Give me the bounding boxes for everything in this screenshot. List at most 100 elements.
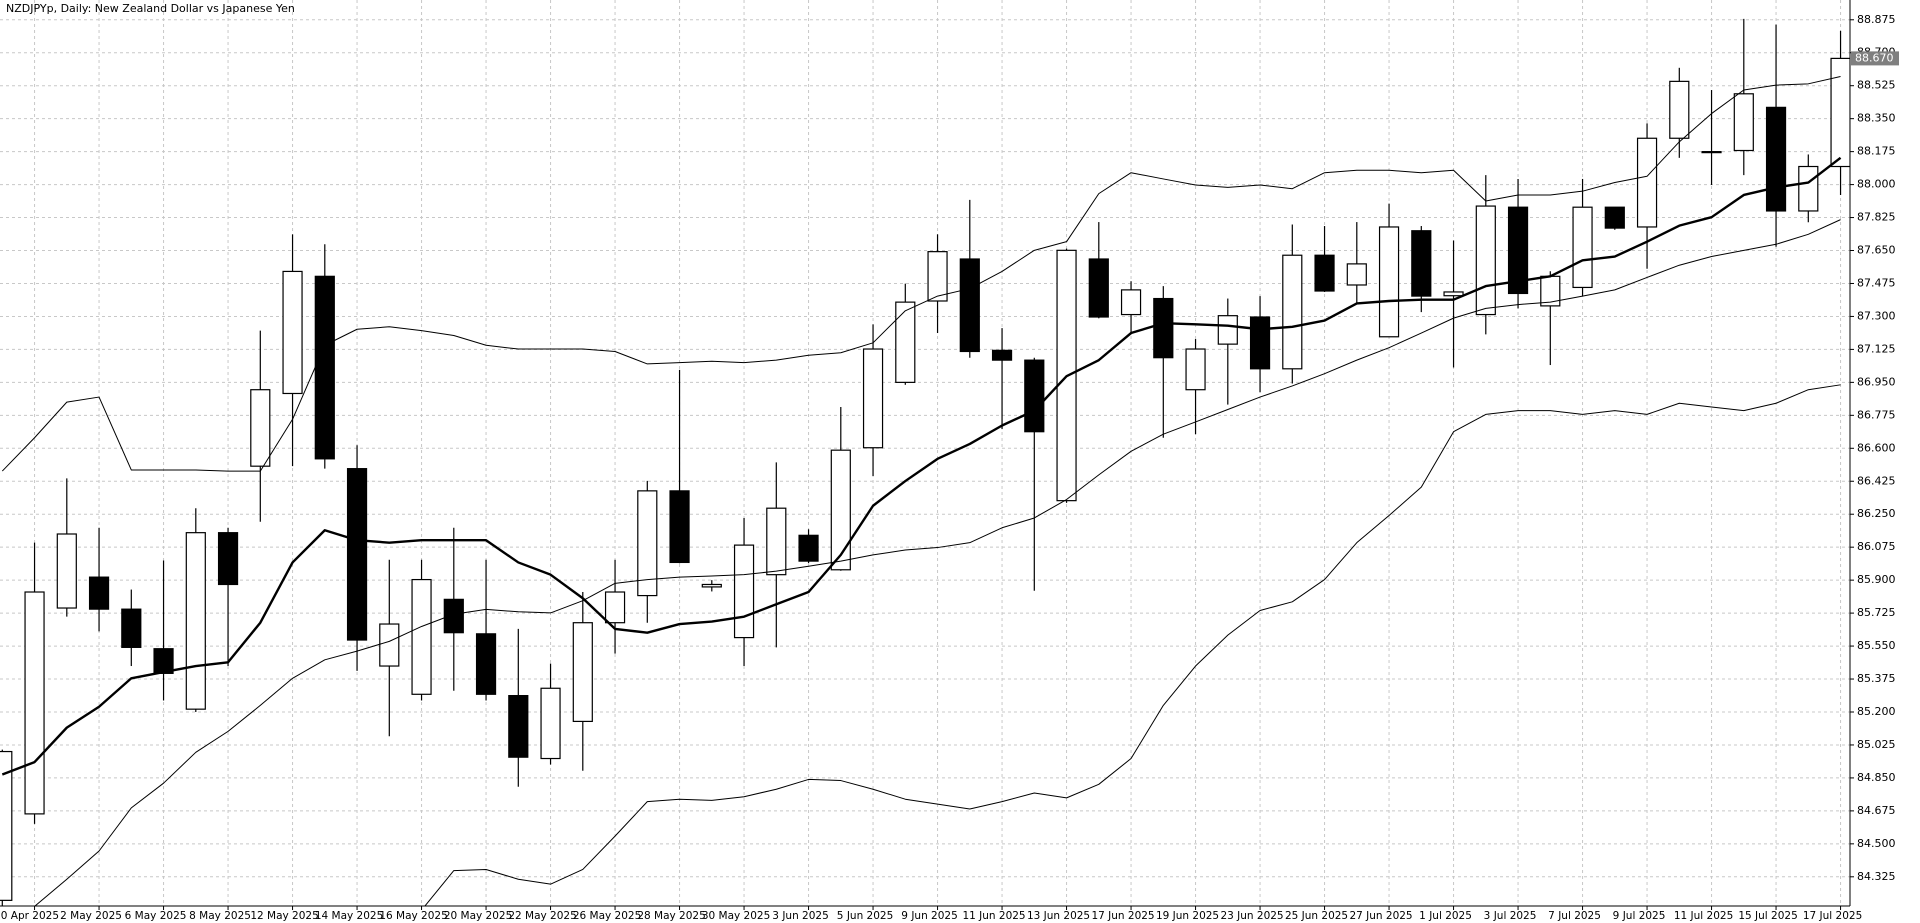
candle-body: [411, 578, 432, 695]
y-tick-label: 87.300: [1857, 309, 1896, 322]
x-tick-label: 30 Apr 2025: [0, 910, 59, 922]
candle-body: [1314, 254, 1335, 292]
candle-body: [1378, 226, 1400, 338]
candle-body: [1024, 359, 1045, 433]
candle-body: [959, 258, 980, 353]
candle-body: [1346, 263, 1367, 286]
y-tick-label: 84.500: [1857, 837, 1896, 850]
x-tick-label: 23 Jun 2025: [1220, 910, 1283, 922]
candle-body: [1572, 206, 1593, 289]
x-tick-label: 9 Jun 2025: [901, 910, 957, 922]
candle-body: [830, 449, 851, 571]
x-tick-label: 26 May 2025: [573, 910, 641, 922]
candle-body: [1798, 165, 1819, 212]
candle-body: [121, 608, 142, 648]
candle-body: [1604, 206, 1625, 229]
x-tick-label: 8 May 2025: [189, 910, 251, 922]
y-tick-label: 85.025: [1857, 738, 1896, 751]
candle-body: [1830, 57, 1850, 168]
indicator-line: [424, 384, 1841, 906]
x-tick-label: 17 Jul 2025: [1803, 910, 1862, 922]
y-tick-label: 87.125: [1857, 342, 1896, 355]
x-tick-label: 5 Jun 2025: [837, 910, 893, 922]
x-tick-label: 1 Jul 2025: [1419, 910, 1472, 922]
candle-body: [540, 687, 561, 760]
candle-body: [1249, 316, 1271, 370]
y-tick-label: 85.550: [1857, 639, 1896, 652]
plot-area: [0, 18, 1850, 906]
x-tick-label: 28 May 2025: [637, 910, 705, 922]
y-tick-label: 88.525: [1857, 79, 1896, 92]
x-tick-label: 15 Jul 2025: [1738, 910, 1797, 922]
candle-body: [56, 533, 77, 609]
candle-body: [798, 534, 819, 562]
x-tick-label: 2 May 2025: [60, 910, 122, 922]
candle-body: [1733, 93, 1754, 152]
y-tick-label: 84.325: [1857, 870, 1896, 883]
y-tick-label: 88.175: [1857, 145, 1896, 158]
y-tick-label: 88.000: [1857, 178, 1896, 191]
indicator-line: [1, 75, 1841, 472]
candle-body: [185, 532, 206, 710]
candle-body: [88, 576, 110, 610]
candle-body: [991, 349, 1013, 361]
y-tick-label: 85.200: [1857, 705, 1896, 718]
y-tick-label: 86.950: [1857, 375, 1896, 388]
x-tick-label: 27 Jun 2025: [1349, 910, 1412, 922]
x-tick-label: 17 Jun 2025: [1091, 910, 1154, 922]
candle-body: [1636, 137, 1658, 228]
x-tick-label: 19 Jun 2025: [1156, 910, 1219, 922]
candle-body: [895, 301, 916, 383]
candle-body: [1540, 275, 1561, 307]
x-tick-label: 11 Jul 2025: [1674, 910, 1733, 922]
y-tick-label: 85.375: [1857, 672, 1896, 685]
indicator-line: [34, 219, 1841, 906]
y-tick-label: 86.425: [1857, 474, 1896, 487]
candle-body: [1120, 289, 1142, 316]
candle-body: [346, 468, 368, 641]
candle-body: [669, 490, 690, 564]
y-tick-label: 84.850: [1857, 771, 1896, 784]
candle-body: [1282, 254, 1303, 370]
candle-body: [1475, 205, 1496, 316]
candle-body: [508, 695, 529, 758]
x-tick-label: 13 Jun 2025: [1027, 910, 1090, 922]
candle-body: [250, 389, 271, 467]
candle-body: [572, 622, 593, 723]
candle-body: [637, 490, 658, 597]
y-tick-label: 88.350: [1857, 112, 1896, 125]
x-tick-label: 12 May 2025: [250, 910, 318, 922]
y-tick-label: 87.475: [1857, 276, 1896, 289]
y-tick-label: 85.900: [1857, 573, 1896, 586]
candle-body: [1411, 230, 1432, 297]
candle-body: [1185, 348, 1206, 391]
x-tick-label: 22 May 2025: [508, 910, 576, 922]
candle-body: [1507, 206, 1529, 295]
x-tick-label: 3 Jun 2025: [772, 910, 828, 922]
candle-body: [475, 633, 497, 695]
price-label-box: [1851, 51, 1899, 66]
x-tick-label: 14 May 2025: [315, 910, 383, 922]
candle-body: [217, 532, 239, 586]
y-tick-label: 84.675: [1857, 804, 1896, 817]
x-tick-label: 30 May 2025: [702, 910, 770, 922]
y-tick-label: 86.600: [1857, 441, 1896, 454]
x-tick-label: 3 Jul 2025: [1484, 910, 1537, 922]
candle-body: [314, 275, 335, 460]
candle-body: [1088, 258, 1109, 318]
candle-body: [1669, 80, 1690, 139]
candle-body: [379, 623, 400, 667]
x-tick-label: 9 Jul 2025: [1613, 910, 1666, 922]
candle-body: [282, 270, 303, 395]
candle-body: [701, 583, 722, 588]
y-tick-label: 86.775: [1857, 408, 1896, 421]
x-tick-label: 7 Jul 2025: [1548, 910, 1601, 922]
candle-body: [24, 591, 45, 815]
candle-body: [1443, 291, 1464, 297]
candle-body: [1153, 297, 1174, 359]
candle-body: [766, 507, 787, 576]
x-tick-label: 16 May 2025: [379, 910, 447, 922]
y-tick-label: 88.875: [1857, 13, 1896, 26]
